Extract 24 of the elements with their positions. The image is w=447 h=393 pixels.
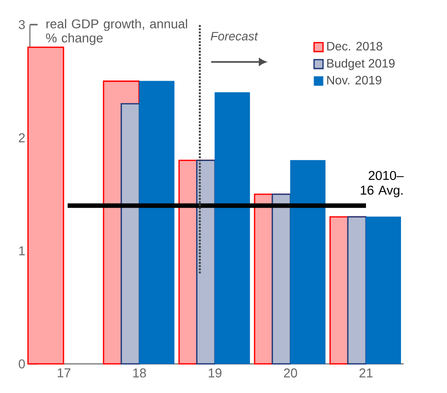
bar xyxy=(272,194,292,365)
bar xyxy=(214,92,250,364)
bar xyxy=(290,160,326,364)
legend-label: Budget 2019 xyxy=(327,58,395,70)
y-axis-title: real GDP growth, annual % change xyxy=(46,19,188,46)
y-tick-label: 2 xyxy=(18,133,25,142)
bar xyxy=(347,216,367,365)
x-tick-label: 19 xyxy=(208,368,222,378)
bar xyxy=(196,160,216,365)
bar xyxy=(27,46,64,365)
ref-line-label: Forecast xyxy=(210,32,258,41)
bar xyxy=(366,216,401,364)
y-tick-label: 3 xyxy=(18,20,25,30)
bar xyxy=(120,103,140,365)
x-tick-label: 18 xyxy=(133,368,146,378)
x-tick-label: 20 xyxy=(284,368,298,378)
legend-label: Nov. 2019 xyxy=(327,76,382,85)
x-tick-label: 21 xyxy=(359,368,372,378)
y-tick-label: 1 xyxy=(19,246,25,256)
y-tick-label: 0 xyxy=(18,360,25,369)
legend-label: Dec. 2018 xyxy=(327,42,382,51)
bar xyxy=(139,81,174,364)
x-tick-label: 17 xyxy=(58,368,70,378)
ref-line-label: 2010–16 Avg. xyxy=(360,171,404,198)
